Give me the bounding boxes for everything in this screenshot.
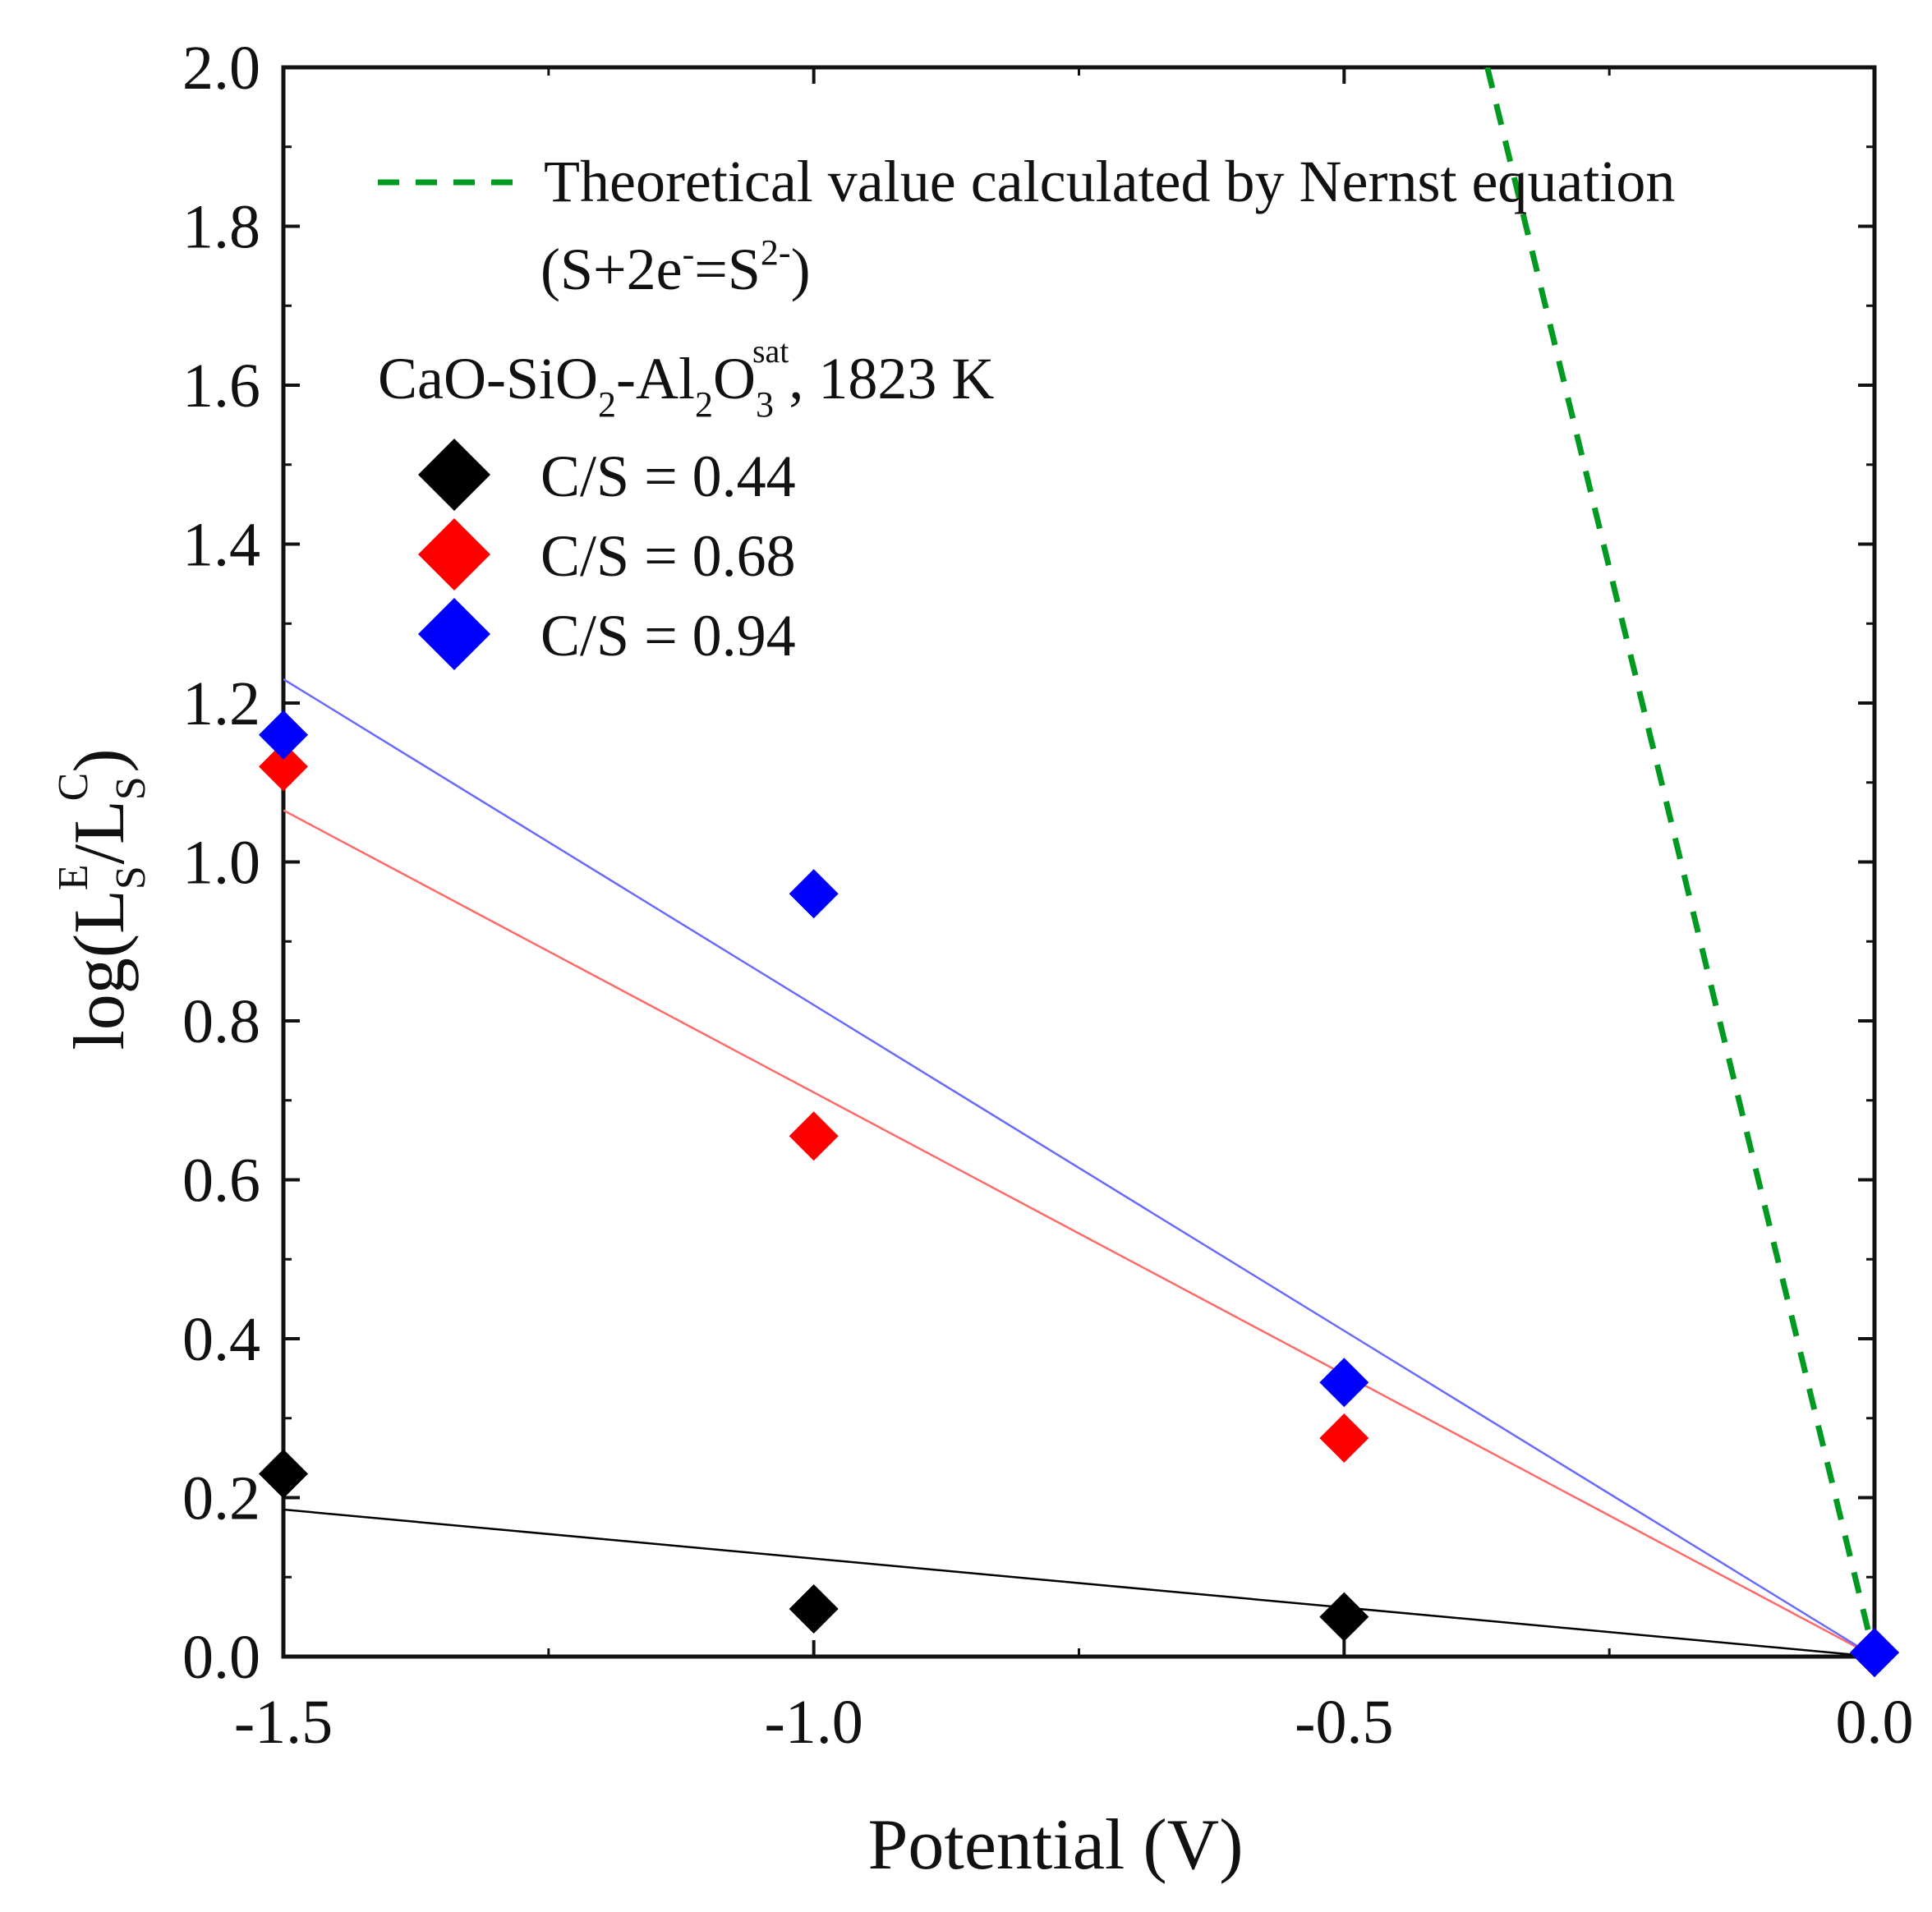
y-tick-label: 1.8	[182, 193, 260, 262]
plot-frame	[281, 65, 1877, 1659]
y-tick-label: 1.0	[182, 829, 260, 898]
legend-marker	[418, 598, 490, 670]
fit-line-c-s-0-94	[283, 678, 1874, 1657]
legend-marker	[418, 518, 490, 591]
legend-marker	[418, 439, 490, 511]
y-tick-label: 2.0	[182, 34, 260, 103]
y-tick-label: 0.0	[182, 1623, 260, 1692]
fit-line-c-s-0-44	[283, 1508, 1874, 1657]
y-tick-label: 1.2	[182, 669, 260, 738]
legend-label: C/S = 0.44	[540, 444, 796, 509]
legend-label: C/S = 0.94	[540, 603, 796, 669]
legend-label: C/S = 0.68	[540, 523, 796, 589]
x-tick-label: -1.5	[234, 1688, 333, 1757]
data-point-marker	[259, 710, 308, 760]
legend-series-entries: C/S = 0.44 C/S = 0.68 C/S = 0.94	[418, 439, 796, 670]
y-tick-label: 0.6	[182, 1147, 260, 1216]
data-point-marker	[789, 1111, 839, 1161]
fit-line-c-s-0-68	[283, 809, 1874, 1657]
y-axis-title: log(LSE/LSC)	[50, 748, 154, 1050]
y-tick-label: 1.4	[182, 511, 260, 580]
system-annotation: CaO-SiO2-Al2O3sat, 1823 K	[378, 333, 994, 425]
y-axis-title-text: log(LSE/LSC)	[50, 748, 154, 1050]
data-point-marker	[1319, 1413, 1369, 1463]
y-tick-label: 0.2	[182, 1464, 260, 1533]
x-tick-label: -0.5	[1295, 1688, 1393, 1757]
x-tick-label: 0.0	[1836, 1688, 1914, 1757]
reaction-annotation: (S+2e-=S2-)	[540, 232, 811, 302]
data-point-marker	[1850, 1628, 1899, 1678]
y-tick-label: 1.6	[182, 352, 260, 421]
legend: Theoretical value calculated by Nernst e…	[378, 149, 1675, 670]
x-tick-label: -1.0	[765, 1688, 863, 1757]
y-tick-label: 0.4	[182, 1305, 260, 1374]
data-point-marker	[1319, 1592, 1369, 1642]
x-axis-title: Potential (V)	[867, 1805, 1243, 1885]
data-markers	[259, 710, 1899, 1678]
data-point-marker	[259, 1449, 308, 1499]
fit-lines	[283, 67, 1874, 1657]
data-point-marker	[1319, 1358, 1369, 1408]
data-point-marker	[789, 1583, 839, 1634]
ticks: 0.0 0.2 0.4 0.6 0.8 1.0 1.2 1.4 1.6 1.8 2.0 -1.5 -1.…	[182, 34, 1914, 1757]
theoretical-nernst-line	[1484, 67, 1874, 1657]
axes	[281, 65, 1877, 1659]
legend-nernst-label: Theoretical value calculated by Nernst e…	[544, 149, 1675, 214]
y-tick-label: 0.8	[182, 987, 260, 1056]
data-point-marker	[259, 742, 308, 792]
data-point-marker	[789, 869, 839, 919]
